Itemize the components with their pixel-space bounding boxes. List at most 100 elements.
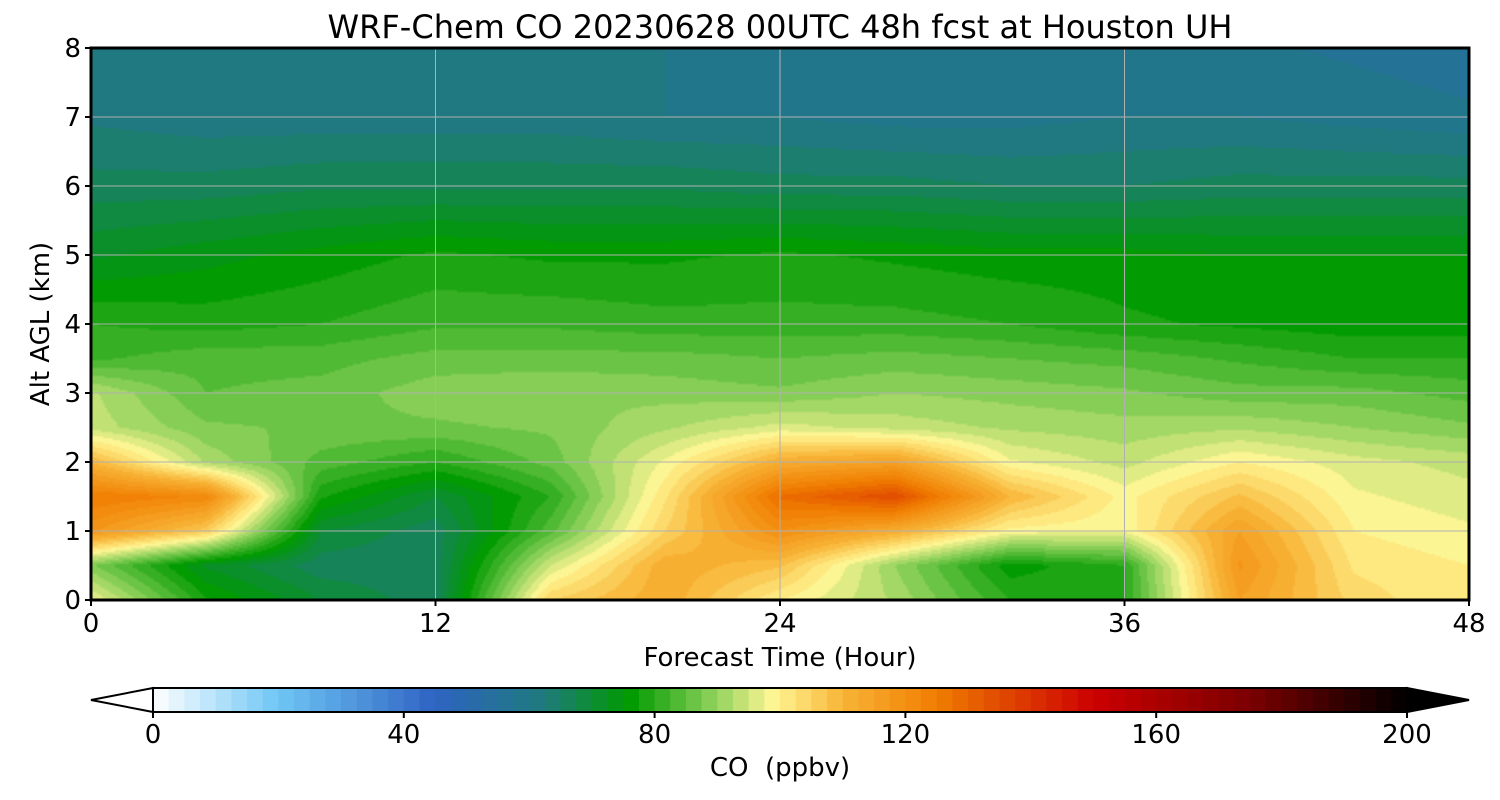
colorbar-swatch xyxy=(388,688,405,712)
colorbar-swatch xyxy=(952,688,969,712)
colorbar-swatches xyxy=(153,688,1408,712)
colorbar-tick-label: 120 xyxy=(881,720,931,750)
colorbar-swatch xyxy=(1109,688,1126,712)
colorbar-swatch xyxy=(215,688,232,712)
y-tick-label: 4 xyxy=(64,310,81,340)
y-tick-label: 5 xyxy=(64,241,81,271)
colorbar-extend-low xyxy=(90,686,154,714)
colorbar-swatch xyxy=(341,688,358,712)
colorbar-swatch xyxy=(1359,688,1377,712)
colorbar-swatch xyxy=(1171,688,1189,712)
y-tick-label: 8 xyxy=(64,34,81,64)
colorbar-swatch xyxy=(1218,688,1236,712)
colorbar-swatch xyxy=(983,688,1001,712)
x-tick-label: 48 xyxy=(1452,609,1485,639)
x-tick-label: 36 xyxy=(1108,609,1141,639)
y-tick-label: 2 xyxy=(64,448,81,478)
colorbar-ticks: 0 40 80 120 160 200 xyxy=(145,712,1432,750)
x-axis: 0 12 24 36 48 xyxy=(83,600,1486,639)
y-tick-label: 7 xyxy=(64,103,81,133)
colorbar-swatch xyxy=(482,688,499,712)
colorbar-swatch xyxy=(1015,688,1032,712)
colorbar-swatch xyxy=(921,688,938,712)
colorbar-swatch xyxy=(638,688,656,712)
colorbar-swatch xyxy=(184,688,201,712)
colorbar-swatch xyxy=(544,688,562,712)
colorbar-swatch xyxy=(748,688,765,712)
colorbar-swatch xyxy=(999,688,1016,712)
colorbar-swatch xyxy=(889,688,906,712)
colorbar-swatch xyxy=(607,688,624,712)
colorbar-label: CO (ppbv) xyxy=(710,753,850,783)
colorbar-swatch xyxy=(1140,688,1157,712)
colorbar-swatch xyxy=(1391,688,1408,712)
y-tick-label: 3 xyxy=(64,379,81,409)
colorbar-swatch xyxy=(811,688,828,712)
colorbar-swatch xyxy=(278,688,295,712)
colorbar-tick-label: 200 xyxy=(1382,720,1432,750)
colorbar-swatch xyxy=(1375,688,1392,712)
y-axis: 0 1 2 3 4 5 6 7 8 xyxy=(64,34,91,616)
colorbar-swatch xyxy=(513,688,530,712)
colorbar-swatch xyxy=(294,688,311,712)
x-tick-label: 0 xyxy=(83,609,100,639)
colorbar-swatch xyxy=(419,688,436,712)
colorbar-swatch xyxy=(1297,688,1314,712)
colorbar-swatch xyxy=(466,688,483,712)
colorbar-swatch xyxy=(591,688,609,712)
colorbar-swatch xyxy=(231,688,248,712)
colorbar-swatch xyxy=(1203,688,1220,712)
colorbar-swatch xyxy=(1124,688,1142,712)
colorbar-swatch xyxy=(153,688,170,712)
colorbar-extend-high xyxy=(1406,686,1470,714)
colorbar-swatch xyxy=(168,688,185,712)
colorbar-swatch xyxy=(732,688,750,712)
colorbar-swatch xyxy=(1265,688,1283,712)
colorbar-swatch xyxy=(1281,688,1298,712)
colorbar-swatch xyxy=(247,688,264,712)
colorbar-swatch xyxy=(1234,688,1251,712)
colorbar-swatch xyxy=(529,688,546,712)
colorbar: 0 40 80 120 160 200 CO (ppbv) xyxy=(90,686,1470,783)
colorbar-tick-label: 40 xyxy=(387,720,420,750)
colorbar-swatch xyxy=(936,688,954,712)
chart-title: WRF-Chem CO 20230628 00UTC 48h fcst at H… xyxy=(328,8,1233,46)
colorbar-swatch xyxy=(1344,688,1361,712)
colorbar-tick-label: 160 xyxy=(1131,720,1181,750)
y-tick-label: 1 xyxy=(64,517,81,547)
colorbar-swatch xyxy=(685,688,703,712)
y-tick-label: 0 xyxy=(64,586,81,616)
colorbar-frame xyxy=(152,687,1408,713)
y-tick-label: 6 xyxy=(64,172,81,202)
colorbar-swatch xyxy=(780,688,797,712)
colorbar-swatch xyxy=(450,688,468,712)
colorbar-swatch xyxy=(1062,688,1079,712)
colorbar-swatch xyxy=(1077,688,1095,712)
colorbar-swatch xyxy=(905,688,922,712)
colorbar-swatch xyxy=(497,688,515,712)
colorbar-swatch xyxy=(858,688,875,712)
colorbar-swatch xyxy=(1156,688,1173,712)
colorbar-tick-label: 80 xyxy=(638,720,671,750)
y-axis-label: Alt AGL (km) xyxy=(26,242,56,406)
colorbar-swatch xyxy=(403,688,421,712)
colorbar-swatch xyxy=(560,688,577,712)
colorbar-swatch xyxy=(623,688,640,712)
colorbar-swatch xyxy=(309,688,327,712)
colorbar-swatch xyxy=(701,688,718,712)
colorbar-swatch xyxy=(1312,688,1330,712)
x-tick-label: 24 xyxy=(763,609,796,639)
colorbar-swatch xyxy=(325,688,342,712)
colorbar-swatch xyxy=(764,688,781,712)
colorbar-swatch xyxy=(1030,688,1048,712)
colorbar-swatch xyxy=(670,688,687,712)
colorbar-swatch xyxy=(1328,688,1345,712)
colorbar-swatch xyxy=(717,688,734,712)
colorbar-swatch xyxy=(874,688,891,712)
colorbar-swatch xyxy=(1250,688,1267,712)
colorbar-tick-label: 0 xyxy=(145,720,162,750)
colorbar-swatch xyxy=(827,688,844,712)
colorbar-swatch xyxy=(435,688,452,712)
colorbar-swatch xyxy=(842,688,859,712)
